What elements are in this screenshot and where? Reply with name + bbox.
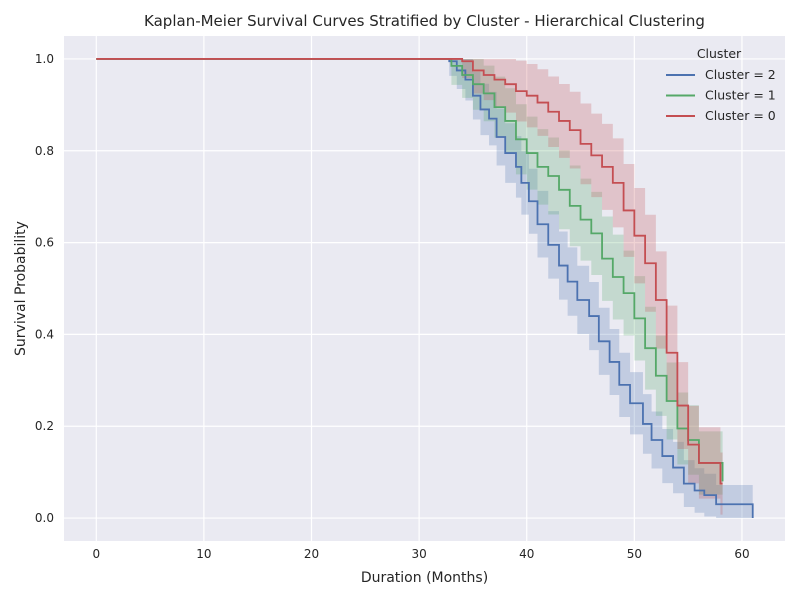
y-tick-label: 0.4 [35, 327, 54, 341]
x-tick-label: 60 [734, 547, 749, 561]
y-tick-label: 0.0 [35, 511, 54, 525]
survival-curve [96, 58, 754, 519]
y-axis-label: Survival Probability [13, 221, 29, 356]
y-tick-label: 1.0 [35, 52, 54, 66]
x-tick-label: 50 [627, 547, 642, 561]
x-axis-label: Duration (Months) [361, 570, 488, 586]
legend-item: Cluster = 0 [666, 108, 776, 123]
legend: Cluster Cluster = 2 Cluster = 1 Cluster = … [666, 46, 776, 123]
legend-title: Cluster [697, 46, 742, 61]
legend-item: Cluster = 1 [666, 88, 776, 103]
confidence-band [96, 58, 723, 510]
y-tick-label: 0.8 [35, 144, 54, 158]
legend-label: Cluster = 2 [705, 67, 776, 82]
legend-label: Cluster = 1 [705, 88, 776, 103]
confidence-bands [96, 58, 753, 519]
x-tick-label: 10 [196, 547, 211, 561]
legend-label: Cluster = 0 [705, 108, 776, 123]
confidence-band [96, 58, 753, 519]
legend-item: Cluster = 2 [666, 67, 776, 82]
x-tick-label: 30 [411, 547, 426, 561]
survival-lines [96, 58, 754, 519]
x-tick-label: 0 [92, 547, 100, 561]
survival-curve [96, 58, 724, 482]
survival-curve [96, 58, 723, 485]
y-tick-label: 0.6 [35, 236, 54, 250]
x-tick-label: 20 [304, 547, 319, 561]
grid-lines [64, 36, 785, 541]
chart-title: Kaplan-Meier Survival Curves Stratified … [144, 12, 705, 30]
y-tick-label: 0.2 [35, 419, 54, 433]
y-ticks: 0.0 0.2 0.4 0.6 0.8 1.0 [35, 52, 54, 525]
x-ticks: 0 10 20 30 40 50 60 [92, 547, 749, 561]
x-tick-label: 40 [519, 547, 534, 561]
